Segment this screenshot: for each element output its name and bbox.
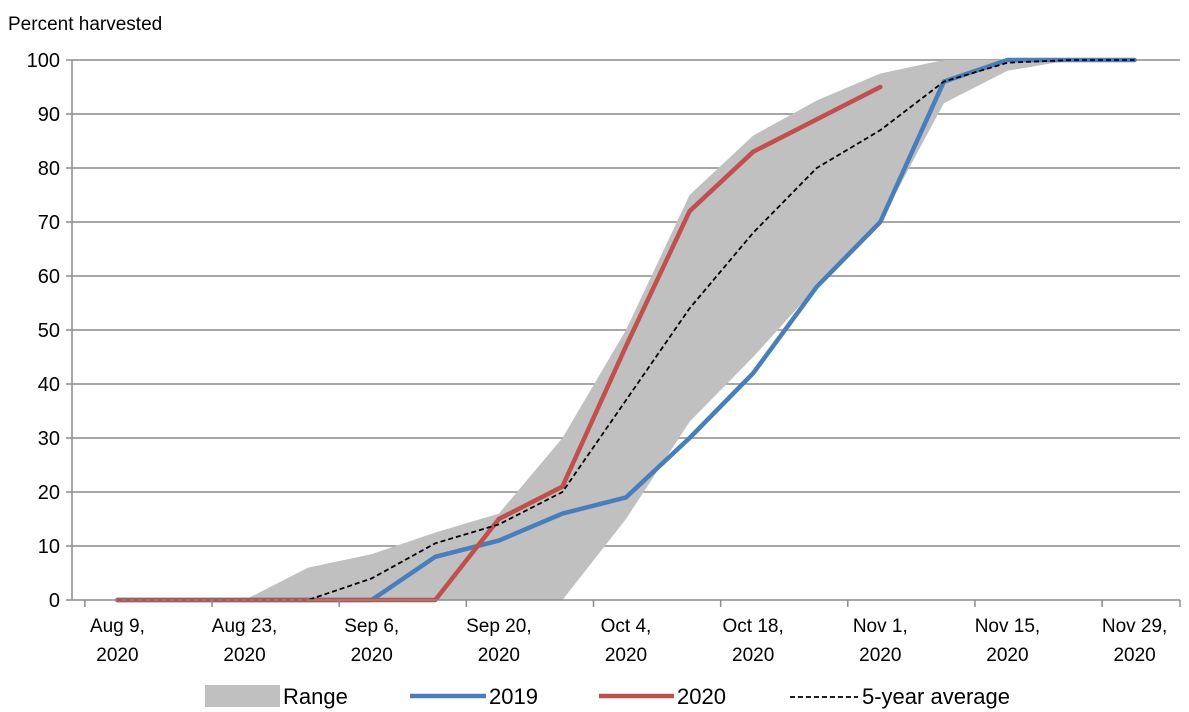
x-tick-label: 2020 bbox=[478, 645, 520, 666]
x-tick-label: 2020 bbox=[732, 645, 774, 666]
legend-label-2019: 2019 bbox=[489, 684, 538, 709]
x-tick-label: Nov 15, bbox=[975, 616, 1040, 637]
range-band bbox=[117, 60, 1135, 600]
x-tick-label: 2020 bbox=[96, 645, 138, 666]
y-tick-label: 0 bbox=[49, 590, 60, 612]
x-tick-label: Sep 20, bbox=[466, 616, 532, 637]
legend-swatch-range bbox=[205, 685, 280, 707]
x-tick-label: Nov 29, bbox=[1102, 616, 1167, 637]
y-tick-label: 40 bbox=[38, 374, 60, 396]
y-tick-label: 90 bbox=[38, 104, 60, 126]
x-tick-label: 2020 bbox=[859, 645, 901, 666]
x-tick-label: Aug 9, bbox=[90, 616, 145, 637]
y-tick-label: 70 bbox=[38, 212, 60, 234]
legend-label-range: Range bbox=[283, 684, 348, 709]
y-axis-label: Percent harvested bbox=[8, 14, 162, 35]
y-tick-labels: 0 10 20 30 40 50 60 70 80 90 100 bbox=[27, 50, 60, 612]
y-tick-label: 60 bbox=[38, 266, 60, 288]
x-tick-label: Nov 1, bbox=[853, 616, 908, 637]
axes bbox=[66, 59, 1181, 607]
x-tick-label: Aug 23, bbox=[212, 616, 278, 637]
range-area bbox=[117, 60, 1135, 600]
y-tick-label: 50 bbox=[38, 320, 60, 342]
y-tick-label: 20 bbox=[38, 482, 60, 504]
y-tick-label: 100 bbox=[27, 50, 60, 72]
x-tick-label: Sep 6, bbox=[344, 616, 399, 637]
y-tick-label: 10 bbox=[38, 536, 60, 558]
x-tick-label: 2020 bbox=[986, 645, 1028, 666]
legend: Range 2019 2020 5-year average bbox=[205, 684, 1010, 709]
x-tick-label: 2020 bbox=[1113, 645, 1155, 666]
x-tick-label: 2020 bbox=[351, 645, 393, 666]
legend-label-2020: 2020 bbox=[677, 684, 726, 709]
x-tick-label: 2020 bbox=[605, 645, 647, 666]
x-tick-label: 2020 bbox=[223, 645, 265, 666]
x-tick-labels: Aug 9, 2020 Aug 23, 2020 Sep 6, 2020 Sep 20, 20… bbox=[90, 616, 1167, 666]
x-tick-label: Oct 4, bbox=[601, 616, 652, 637]
y-tick-label: 80 bbox=[38, 158, 60, 180]
y-tick-label: 30 bbox=[38, 428, 60, 450]
legend-label-5-year-average: 5-year average bbox=[862, 684, 1010, 709]
x-tick-label: Oct 18, bbox=[723, 616, 784, 637]
